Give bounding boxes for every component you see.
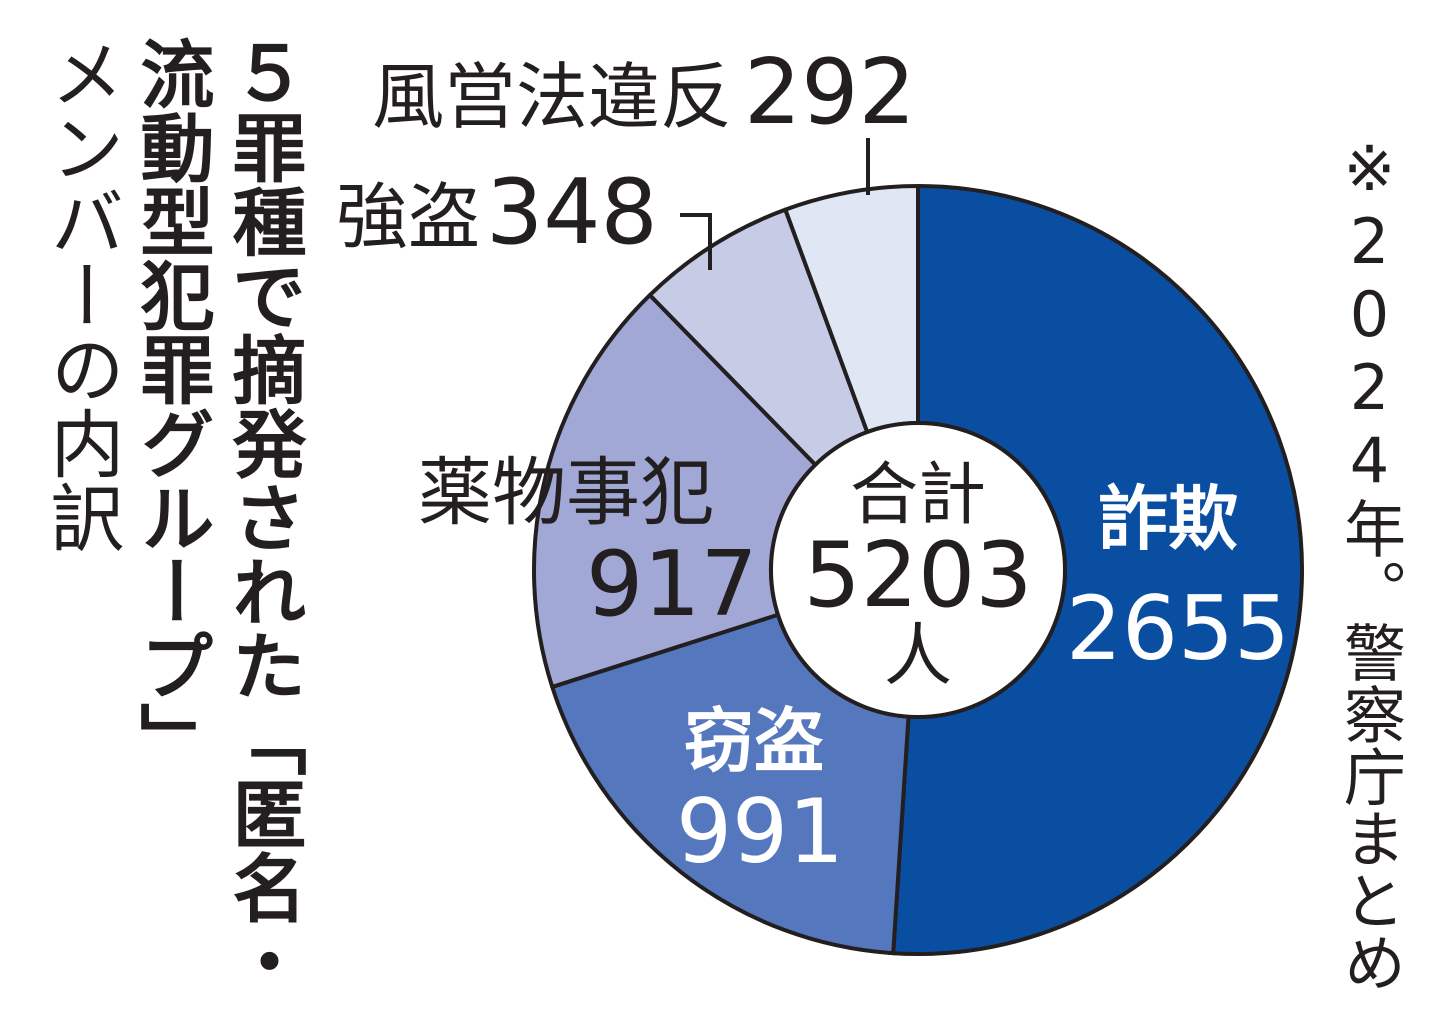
slice-value: 348 [486, 160, 658, 265]
source-note: ※2024年。警察庁まとめ [1333, 132, 1406, 993]
center-label: 合計 [849, 456, 986, 535]
slice-value: 991 [676, 780, 844, 883]
donut-slices [532, 184, 1304, 956]
slice-label-yakubutsu: 薬物事犯 [418, 456, 714, 530]
chart-title-line-1: ５罪種で摘発された「匿名・ [220, 36, 306, 998]
center-value: 5203 [803, 523, 1033, 629]
slice-name: 薬物事犯 [418, 450, 714, 536]
slice-label-fuei: 風営法違反 292 [372, 40, 916, 145]
chart-title-line-2: 流動型犯罪グループ」 [128, 36, 214, 776]
slice-label-goto: 強盗 348 [336, 160, 658, 265]
slice-value-yakubutsu: 917 [586, 540, 758, 630]
center-hole [769, 421, 1067, 719]
center-total: 合計 5203 人 [771, 460, 1065, 693]
center-unit: 人 [883, 617, 952, 697]
slice-value-sagi: 2655 [1066, 585, 1290, 673]
slice-name: 強盗 [336, 175, 481, 259]
chart-title-line-3: メンバーの内訳 [38, 36, 124, 554]
slice-label-sagi: 詐欺 [1098, 484, 1238, 554]
slice-value: 917 [586, 532, 758, 637]
slice-value-setto: 991 [676, 788, 844, 876]
leader-line-goto [680, 213, 712, 270]
slice-value: 292 [744, 40, 916, 145]
slice-name: 窃盗 [684, 700, 824, 782]
slice-name: 風営法違反 [372, 55, 733, 139]
slice-value: 2655 [1066, 577, 1290, 680]
slice-name: 詐欺 [1098, 478, 1238, 560]
slice-label-setto: 窃盗 [684, 706, 824, 776]
